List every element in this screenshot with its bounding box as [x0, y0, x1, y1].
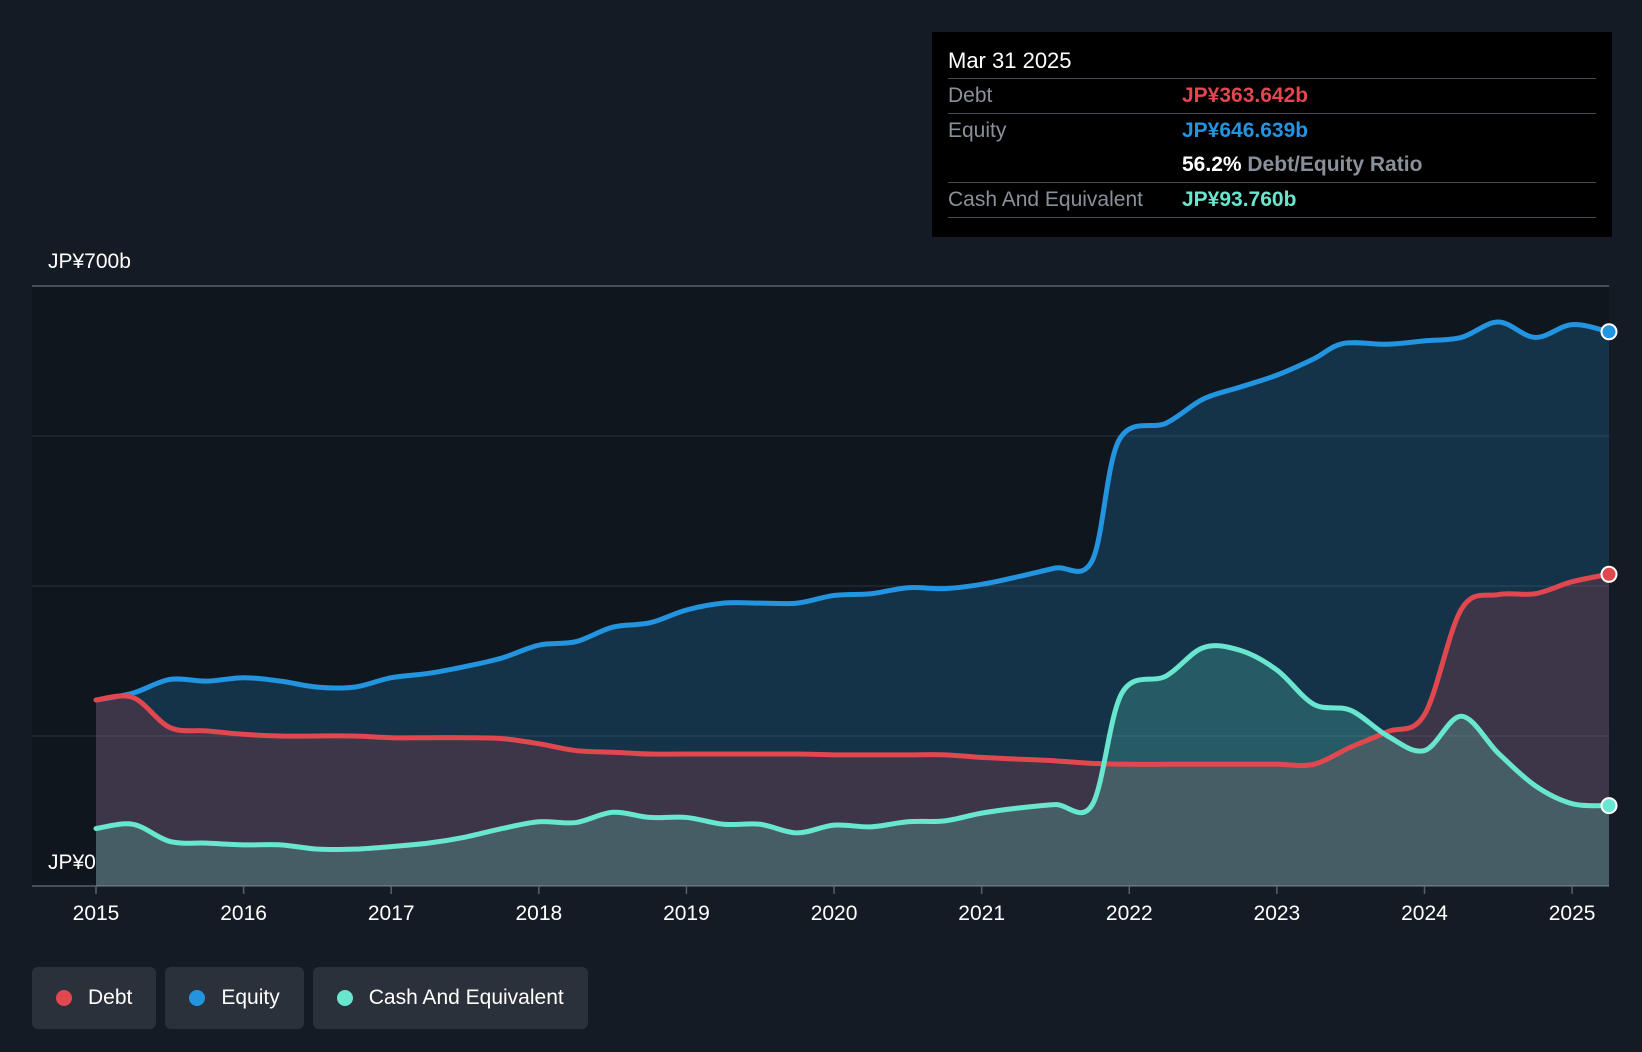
tooltip-cash-row: Cash And Equivalent JP¥93.760b: [948, 182, 1596, 218]
x-tick-label-2023: 2023: [1254, 902, 1301, 925]
tooltip-date: Mar 31 2025: [948, 48, 1072, 73]
tooltip-equity-row: Equity JP¥646.639b: [948, 113, 1596, 148]
x-tick-label-2018: 2018: [515, 902, 562, 925]
legend-label-equity: Equity: [221, 986, 280, 1009]
legend-item-equity[interactable]: Equity: [165, 967, 304, 1029]
debt-line: [93, 571, 1612, 769]
legend-label-cash: Cash And Equivalent: [368, 986, 564, 1009]
equity-line: [93, 319, 1612, 703]
tooltip-debt-row: Debt JP¥363.642b: [948, 78, 1596, 113]
gridlines: [32, 285, 1609, 887]
tooltip-cash-label: Cash And Equivalent: [948, 188, 1143, 211]
series-areas: [96, 322, 1609, 886]
tooltip-equity-value: JP¥646.639b: [1182, 119, 1309, 142]
cash-line: [93, 643, 1612, 853]
x-tick-label-2019: 2019: [663, 902, 710, 925]
x-tick-label-2022: 2022: [1106, 902, 1153, 925]
tooltip-cash-value: JP¥93.760b: [1182, 188, 1297, 211]
chart-legend: Debt Equity Cash And Equivalent: [32, 967, 588, 1029]
legend-dot-cash-icon: [336, 990, 353, 1006]
x-tick-label-2025: 2025: [1549, 902, 1596, 925]
legend-dot-equity-icon: [189, 990, 206, 1006]
cash-area: [96, 645, 1609, 886]
x-tick-label-2020: 2020: [811, 902, 858, 925]
x-tick-label-2016: 2016: [220, 902, 267, 925]
legend-label-debt: Debt: [88, 986, 133, 1009]
equity-end-marker: [1600, 323, 1618, 341]
tooltip-ratio: 56.2% Debt/Equity Ratio: [1182, 148, 1422, 182]
tooltip-equity-label: Equity: [948, 119, 1007, 142]
legend-item-debt[interactable]: Debt: [32, 967, 157, 1029]
legend-dot-debt-icon: [56, 990, 72, 1006]
cash-end-marker: [1600, 797, 1618, 815]
debt-area: [96, 574, 1609, 886]
tooltip-ratio-row: 56.2% Debt/Equity Ratio: [948, 148, 1596, 182]
x-tick-label-2017: 2017: [368, 902, 415, 925]
series-lines: [93, 319, 1612, 853]
tooltip-ratio-label: Debt/Equity Ratio: [1247, 153, 1423, 176]
x-tick-label-2024: 2024: [1401, 902, 1448, 925]
x-tick-label-2015: 2015: [73, 902, 120, 925]
debt-end-marker: [1600, 565, 1618, 583]
y-axis-bottom-label: JP¥0: [48, 851, 96, 874]
y-axis-top-label: JP¥700b: [48, 250, 131, 273]
x-axis-ticks: 2015 2016 2017 2018 2019 2020 2021 2022 2023 2024…: [73, 886, 1596, 925]
end-markers: [1600, 323, 1618, 815]
tooltip-debt-label: Debt: [948, 84, 993, 107]
data-tooltip: Mar 31 2025 Debt JP¥363.642b Equity JP¥6…: [932, 32, 1612, 237]
tooltip-debt-value: JP¥363.642b: [1182, 84, 1309, 107]
tooltip-ratio-value: 56.2%: [1182, 153, 1242, 176]
legend-item-cash[interactable]: Cash And Equivalent: [312, 967, 588, 1029]
x-tick-label-2021: 2021: [958, 902, 1005, 925]
equity-area: [96, 322, 1609, 886]
